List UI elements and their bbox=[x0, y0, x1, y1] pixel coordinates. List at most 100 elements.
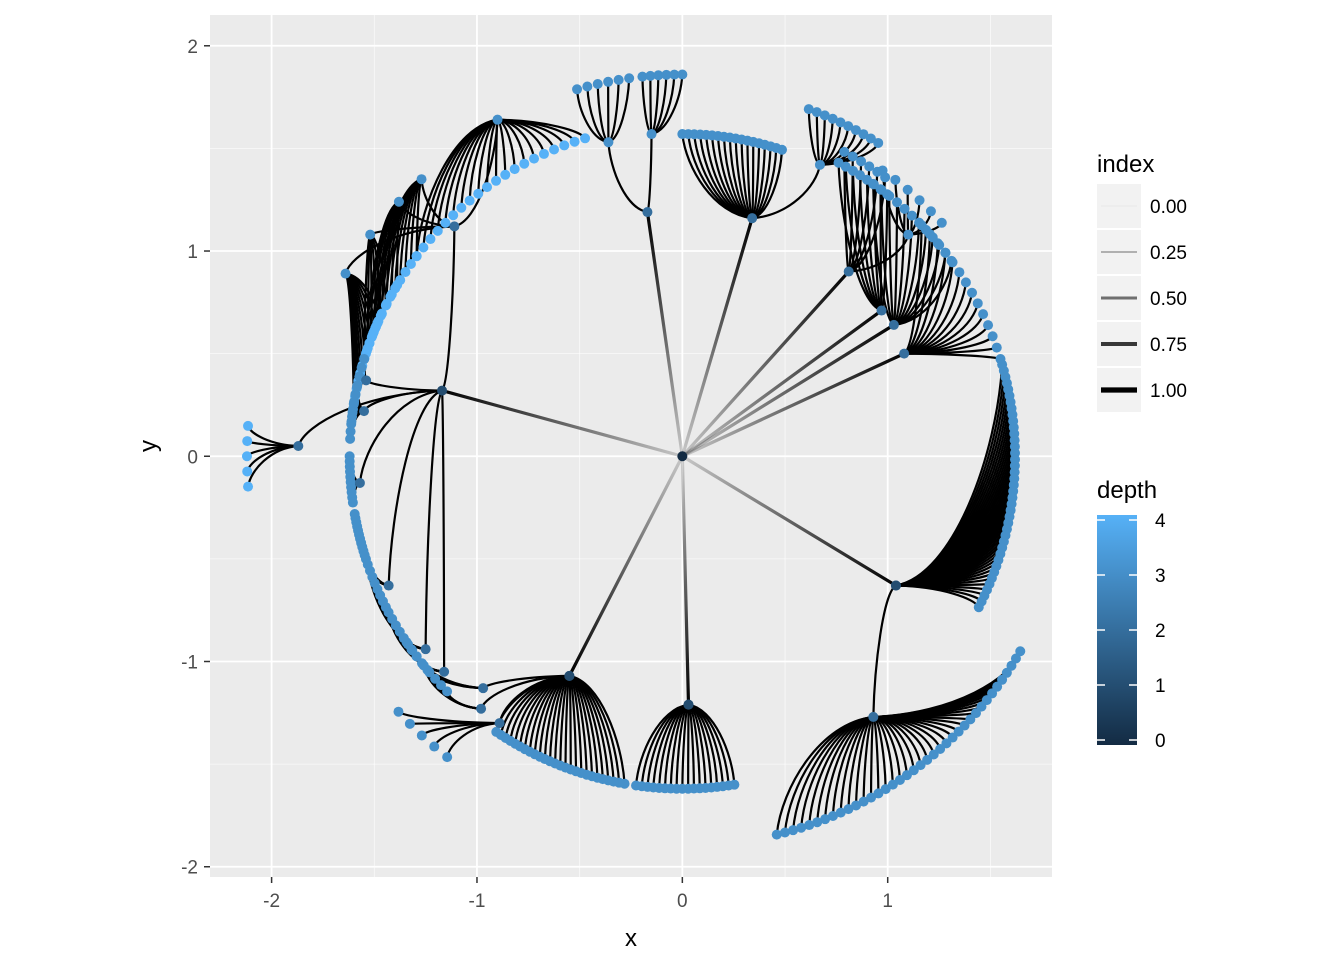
leaf-node bbox=[908, 765, 919, 776]
leaf-node bbox=[940, 247, 951, 258]
edge-root bbox=[440, 388, 684, 458]
leaf-node bbox=[866, 792, 877, 803]
leaf-node bbox=[873, 137, 884, 148]
leaf-node bbox=[995, 354, 1006, 365]
leaf-node bbox=[864, 161, 875, 172]
node-level2 bbox=[868, 711, 879, 722]
leaf-node bbox=[880, 172, 891, 183]
leaf-node bbox=[927, 232, 938, 243]
leaf-node bbox=[978, 309, 989, 320]
leaf-node bbox=[856, 156, 867, 167]
leaf-node bbox=[348, 404, 359, 415]
leaf-node bbox=[850, 125, 861, 136]
leaf-node bbox=[645, 70, 656, 81]
leaf-node bbox=[580, 133, 591, 144]
leaf-node bbox=[243, 420, 254, 431]
leaf-node bbox=[843, 121, 854, 132]
axes: -2 -1 0 1 -2 -1 0 1 2 bbox=[181, 37, 893, 912]
node-level3 bbox=[393, 196, 404, 207]
node-level3 bbox=[492, 114, 503, 125]
x-axis-title: x bbox=[625, 925, 637, 952]
node-level3 bbox=[814, 159, 825, 170]
leaf-node bbox=[569, 136, 580, 147]
leaf-node bbox=[1001, 667, 1012, 678]
legend-index-label: 0.75 bbox=[1150, 335, 1187, 356]
leaf-node bbox=[887, 779, 898, 790]
legend-index-title: index bbox=[1097, 151, 1154, 178]
x-tick-label: 1 bbox=[882, 891, 893, 912]
edge-root bbox=[680, 323, 896, 458]
depth-tick-label: 0 bbox=[1155, 731, 1166, 752]
legend-index-label: 1.00 bbox=[1150, 381, 1187, 402]
legend-index-key-bg bbox=[1097, 230, 1141, 274]
leaf-node bbox=[827, 811, 838, 822]
leaf-node bbox=[582, 81, 593, 92]
leaf-node bbox=[858, 129, 869, 140]
leaf-node bbox=[997, 674, 1008, 685]
node-level2 bbox=[888, 319, 899, 330]
leaf-node bbox=[359, 354, 370, 365]
leaf-node bbox=[843, 804, 854, 815]
node-level2 bbox=[293, 441, 304, 451]
leaf-node bbox=[448, 210, 459, 221]
leaf-node bbox=[464, 195, 475, 206]
y-tick-label: 0 bbox=[187, 447, 198, 468]
leaf-node bbox=[529, 153, 540, 164]
leaf-node bbox=[538, 148, 549, 159]
leaf-node bbox=[393, 706, 404, 717]
leaf-node bbox=[624, 73, 635, 84]
leaf-node bbox=[631, 780, 642, 791]
x-tick-label: -1 bbox=[469, 891, 486, 912]
leaf-node bbox=[796, 822, 807, 833]
leaf-node bbox=[519, 158, 530, 169]
leaf-node bbox=[559, 140, 570, 151]
edge-level2 bbox=[440, 389, 446, 673]
leaf-node bbox=[242, 466, 253, 477]
edge-root bbox=[567, 454, 684, 678]
leaf-node bbox=[899, 203, 910, 214]
leaf-node bbox=[954, 267, 965, 278]
y-tick-label: 2 bbox=[187, 37, 198, 58]
leaf-node bbox=[894, 774, 905, 785]
x-tick-label: 0 bbox=[677, 891, 688, 912]
leaf-node bbox=[509, 164, 520, 175]
leaf-node bbox=[819, 110, 830, 121]
node-level1 bbox=[683, 699, 694, 710]
depth-tick-label: 4 bbox=[1155, 511, 1166, 532]
node-level3 bbox=[903, 229, 914, 240]
leaf-node bbox=[960, 277, 971, 288]
leaf-node bbox=[1015, 646, 1026, 657]
leaf-node bbox=[882, 189, 893, 200]
leaf-node bbox=[243, 481, 254, 492]
nodes bbox=[241, 69, 1026, 840]
edge-leaf bbox=[903, 224, 923, 355]
edge-leaf bbox=[775, 715, 875, 836]
leaf-node bbox=[345, 433, 356, 444]
edge-level3 bbox=[607, 141, 649, 214]
edge-level2 bbox=[872, 584, 898, 719]
edge-leaf bbox=[634, 703, 690, 787]
leaf-node bbox=[436, 680, 447, 691]
leaf-node bbox=[344, 451, 355, 462]
panel-background bbox=[210, 15, 1052, 877]
leaf-node bbox=[820, 814, 831, 825]
leaf-node bbox=[967, 287, 978, 298]
edge-level2 bbox=[424, 389, 444, 651]
leaf-node bbox=[804, 820, 815, 831]
edge-level2 bbox=[297, 389, 444, 448]
y-tick-label: -2 bbox=[181, 858, 198, 879]
node-level3 bbox=[646, 129, 657, 140]
leaf-node bbox=[803, 104, 814, 115]
leaf-node bbox=[500, 169, 511, 180]
legend-depth: depth 0 1 2 3 4 bbox=[1097, 477, 1166, 752]
leaf-node bbox=[873, 788, 884, 799]
edge-root bbox=[680, 352, 906, 458]
leaf-node bbox=[880, 784, 891, 795]
edge-level3 bbox=[751, 163, 822, 220]
leaf-node bbox=[788, 825, 799, 836]
leaf-node bbox=[356, 362, 367, 373]
node-level2 bbox=[449, 221, 460, 232]
node-level1 bbox=[564, 670, 575, 681]
node-level2 bbox=[494, 718, 505, 729]
